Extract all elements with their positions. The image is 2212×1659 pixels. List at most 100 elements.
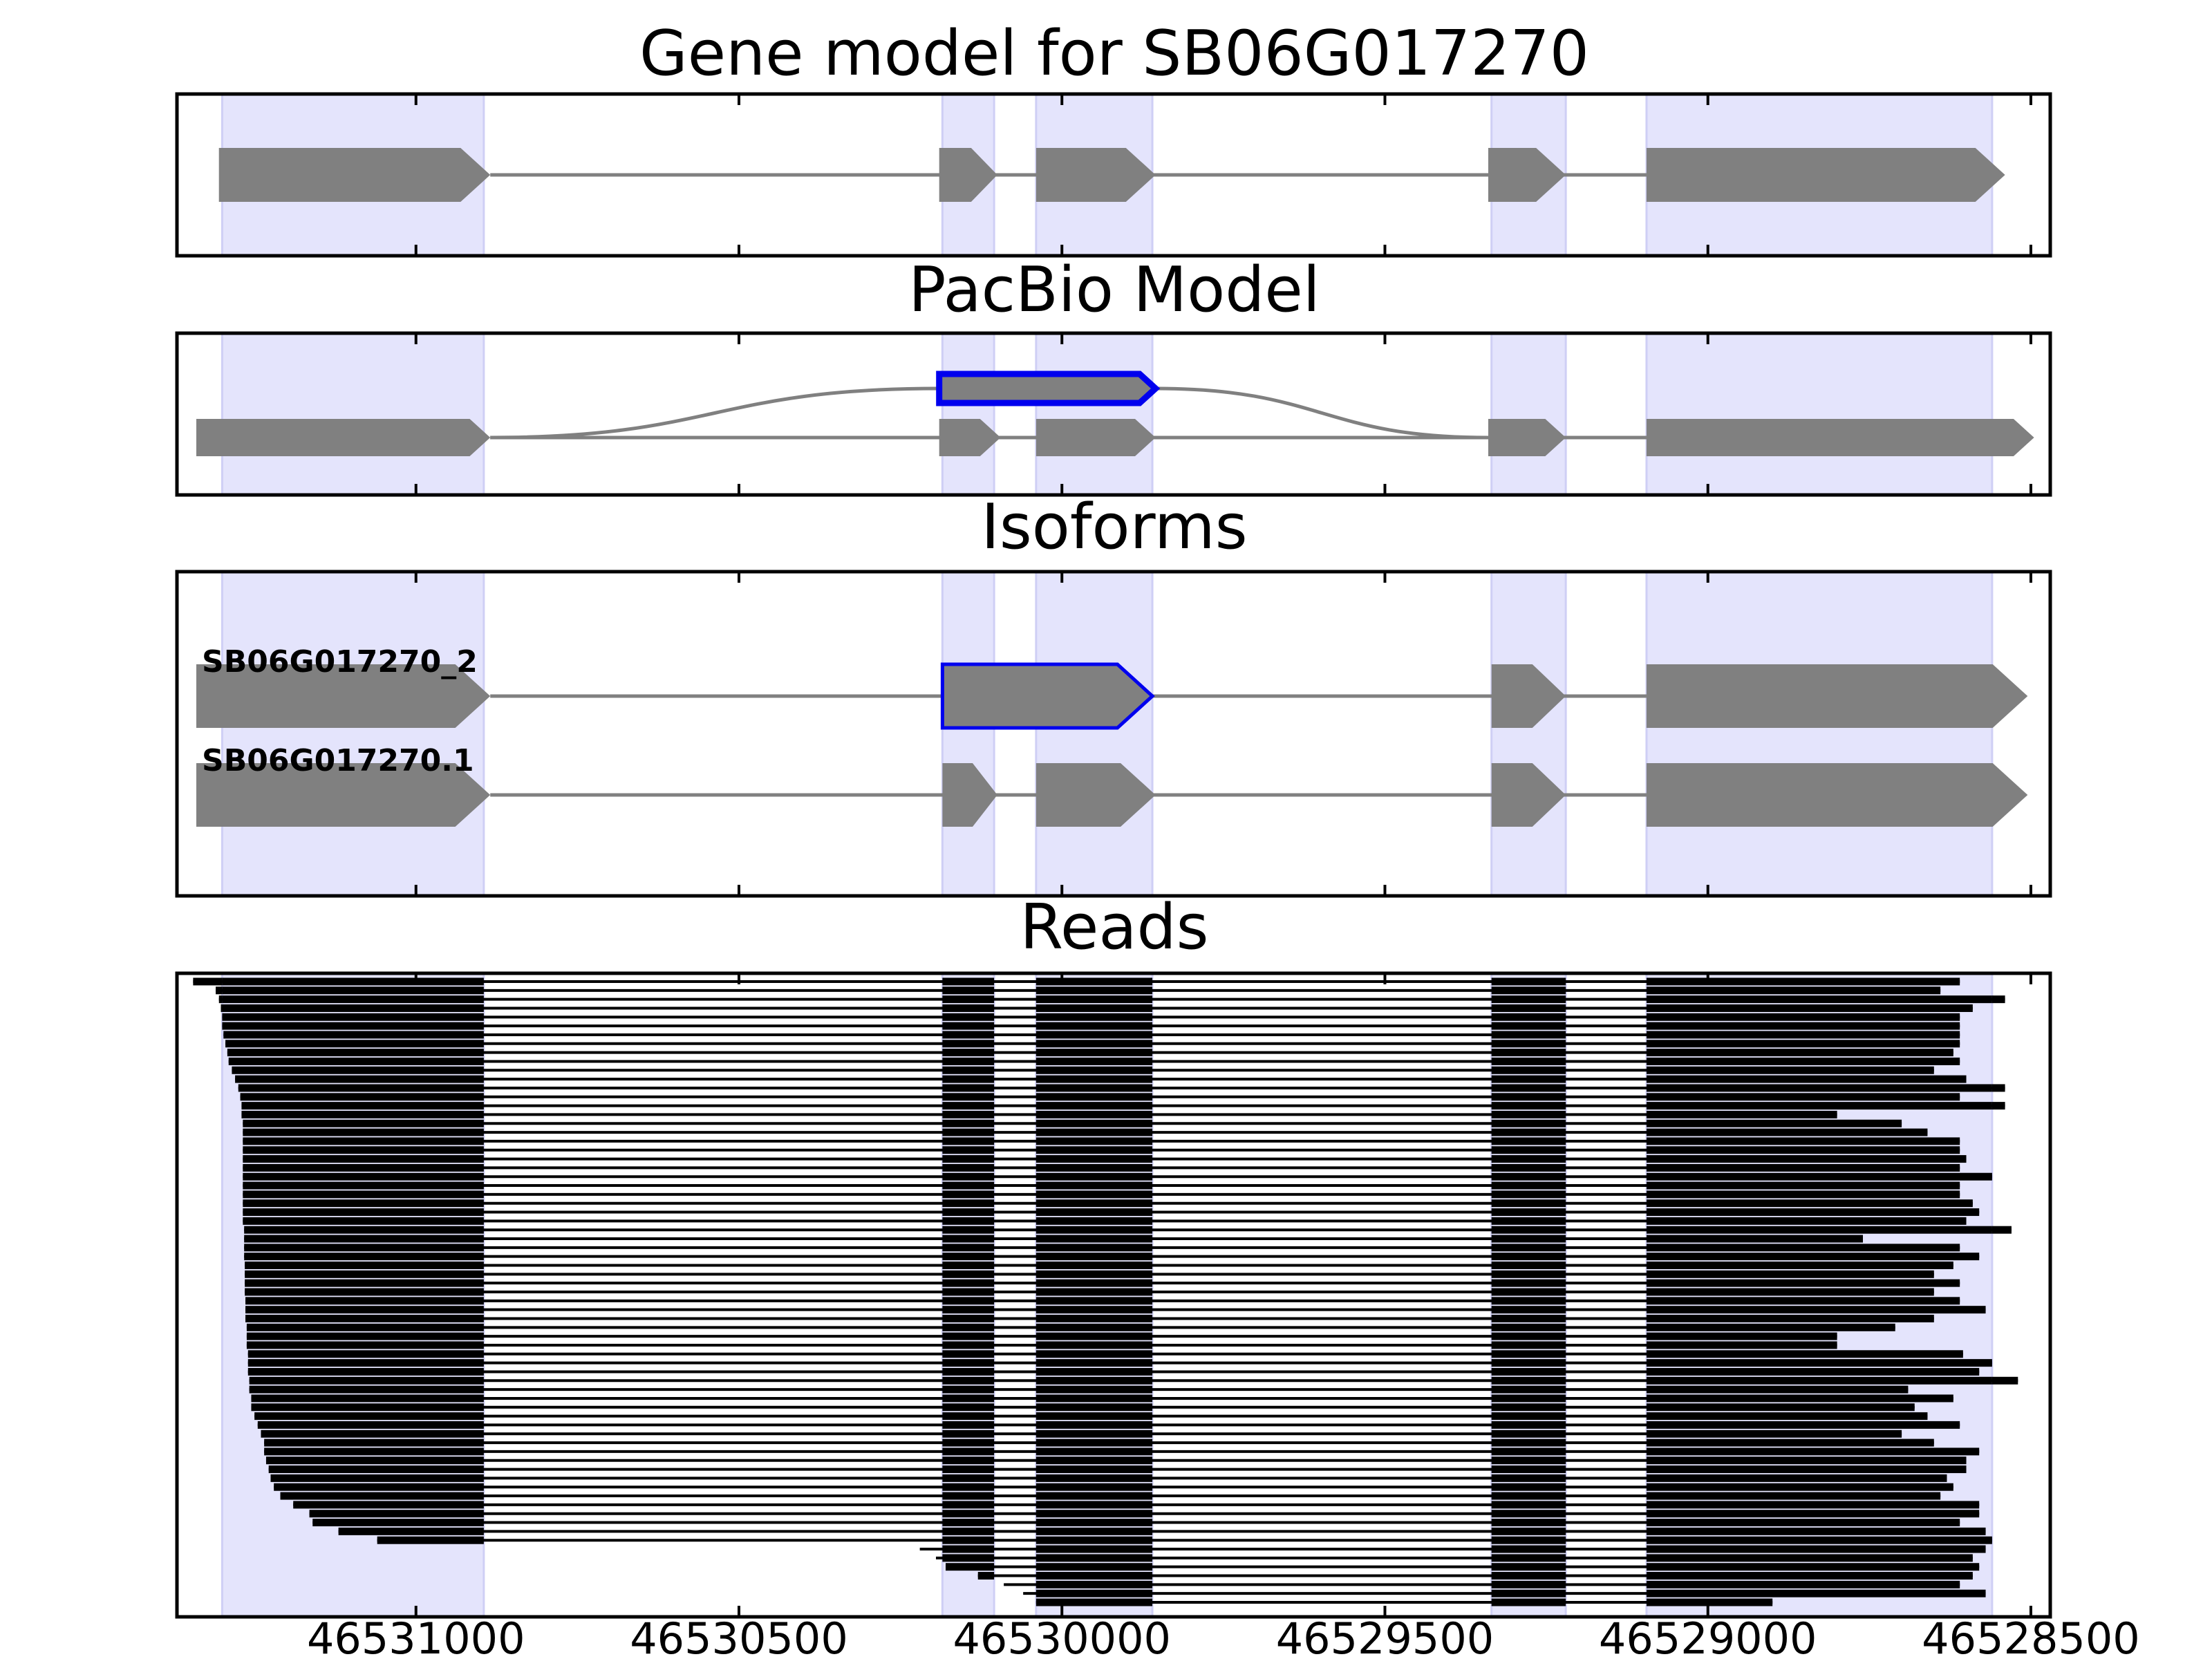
read-exon: [1035, 1031, 1153, 1039]
read: [1035, 1598, 1773, 1606]
read-exon: [1035, 1545, 1153, 1553]
exon-block: [1646, 763, 2028, 827]
read-exon: [1646, 1465, 1967, 1474]
read-exon: [1646, 1341, 1837, 1349]
read-exon: [1035, 1279, 1153, 1287]
read-exon: [245, 1297, 484, 1305]
read-exon: [1646, 1536, 1992, 1544]
read-exon: [1491, 1013, 1566, 1021]
read: [223, 1031, 1960, 1039]
read-exon: [1491, 1350, 1566, 1358]
read-exon: [1491, 1323, 1566, 1331]
read-exon: [1646, 1519, 1960, 1527]
read-exon: [942, 1359, 995, 1367]
read-exon: [1491, 1527, 1566, 1535]
read: [243, 1146, 1960, 1154]
read-exon: [1035, 1110, 1153, 1118]
read-exon: [1491, 1536, 1566, 1544]
read-exon: [1035, 1306, 1153, 1314]
read-exon: [1491, 1589, 1566, 1597]
read-exon: [261, 1430, 484, 1438]
read-exon: [942, 1403, 995, 1412]
exon-block: [1491, 763, 1566, 827]
read-exon: [1035, 1172, 1153, 1181]
read-exon: [1646, 1456, 1967, 1465]
read-exon: [1035, 1376, 1153, 1385]
read-exon: [1035, 1474, 1153, 1482]
read: [280, 1492, 1941, 1500]
read-exon: [1491, 1474, 1566, 1482]
read-exon: [1646, 1181, 1960, 1190]
read-exon: [942, 1545, 995, 1553]
read-exon: [1491, 1359, 1566, 1367]
read-exon: [942, 1004, 995, 1012]
read-exon: [1491, 1456, 1566, 1465]
read: [254, 1412, 1928, 1421]
read-exon: [942, 995, 995, 1004]
exon-shade: [221, 332, 485, 496]
read-exon: [1646, 1110, 1837, 1118]
read-exon: [1491, 1066, 1566, 1074]
read-exon: [1491, 1279, 1566, 1287]
read-exon: [1646, 1332, 1837, 1340]
read-exon: [942, 1137, 995, 1145]
read-exon: [243, 1163, 484, 1172]
read-exon: [1646, 1385, 1909, 1394]
read-exon: [1491, 1306, 1566, 1314]
read: [1004, 1580, 1960, 1588]
read-exon: [1491, 1075, 1566, 1083]
exon-shade: [941, 570, 995, 897]
read-exon: [265, 1456, 484, 1465]
read-exon: [1035, 1235, 1153, 1243]
read-exon: [942, 1501, 995, 1509]
read-exon: [942, 1554, 995, 1562]
read-exon: [1491, 1199, 1566, 1208]
read: [225, 1040, 1960, 1048]
read-exon: [1491, 1102, 1566, 1110]
read-exon: [1646, 1376, 1992, 1385]
read-exon: [942, 1279, 995, 1287]
read-exon: [942, 1262, 995, 1270]
read-exon: [249, 1385, 484, 1394]
read: [243, 1181, 1960, 1190]
read: [251, 1403, 1915, 1412]
read-exon: [1646, 1049, 1953, 1057]
read: [243, 1217, 1967, 1225]
read-exon: [942, 1341, 995, 1349]
exon-block: [1035, 763, 1156, 827]
read-exon: [1646, 1563, 1980, 1571]
read: [244, 1244, 1960, 1252]
read-exon: [243, 1199, 484, 1208]
read-exon: [1646, 1190, 1960, 1199]
exon-shade: [1490, 570, 1567, 897]
read-exon: [245, 1270, 484, 1278]
read-exon: [1035, 1226, 1153, 1234]
read-exon: [1035, 1288, 1153, 1296]
read: [249, 1376, 2018, 1385]
read-exon: [270, 1474, 484, 1482]
panel-isoforms: SB06G017270_2 SB06G017270.1 Isoforms: [175, 491, 2052, 898]
read-exon: [222, 1004, 484, 1012]
read: [270, 1474, 1947, 1482]
read: [247, 1350, 1963, 1358]
read-exon: [1991, 1102, 2005, 1110]
read-exon: [942, 1208, 995, 1217]
read-exon: [338, 1527, 484, 1535]
exon-shade: [1490, 332, 1567, 496]
read-exon: [1491, 1262, 1566, 1270]
read-exon: [1646, 1208, 1980, 1217]
exon-block: [218, 148, 491, 202]
read: [946, 1563, 1980, 1571]
read-exon: [942, 1332, 995, 1340]
read-exon: [942, 1430, 995, 1438]
read: [919, 1545, 1986, 1553]
read-exon: [942, 1376, 995, 1385]
read-exon: [1491, 1137, 1566, 1145]
exon-shade: [1035, 570, 1154, 897]
read-exon: [1491, 1580, 1566, 1588]
read-exon: [1035, 1554, 1153, 1562]
read-exon: [942, 1456, 995, 1465]
exon-block: [1646, 148, 2005, 202]
read-exon: [1646, 1244, 1960, 1252]
read-exon: [942, 1421, 995, 1429]
